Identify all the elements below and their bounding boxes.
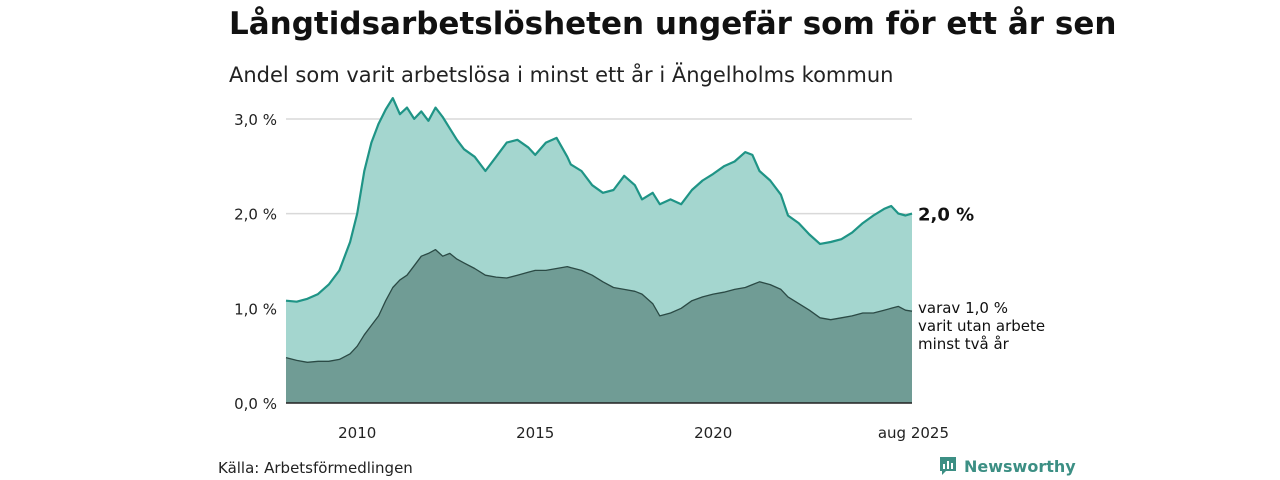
newsworthy-icon [940, 457, 956, 475]
x-tick-label: 2015 [516, 424, 554, 442]
y-tick-label: 0,0 % [234, 395, 277, 413]
series-area [286, 249, 912, 403]
y-tick-label: 3,0 % [234, 111, 277, 129]
chart-title: Långtidsarbetslösheten ungefär som för e… [229, 6, 1117, 42]
series-line [285, 97, 913, 303]
x-tick-label: 2010 [338, 424, 376, 442]
y-tick-label: 1,0 % [234, 300, 277, 318]
end-label-two-years: minst två år [918, 335, 1010, 353]
x-tick-label: aug 2025 [878, 424, 949, 442]
chart-subtitle: Andel som varit arbetslösa i minst ett å… [229, 63, 894, 87]
end-label-two-years: varav 1,0 % [918, 299, 1008, 317]
series-line [285, 248, 913, 363]
source-note: Källa: Arbetsförmedlingen [218, 459, 413, 477]
end-label-two-years: varit utan arbete [918, 317, 1045, 335]
brand-name: Newsworthy [964, 456, 1076, 476]
brand-logo: Newsworthy [938, 455, 1076, 477]
end-label-total: 2,0 % [918, 205, 974, 226]
x-tick-label: 2020 [694, 424, 732, 442]
y-tick-label: 2,0 % [234, 206, 277, 224]
